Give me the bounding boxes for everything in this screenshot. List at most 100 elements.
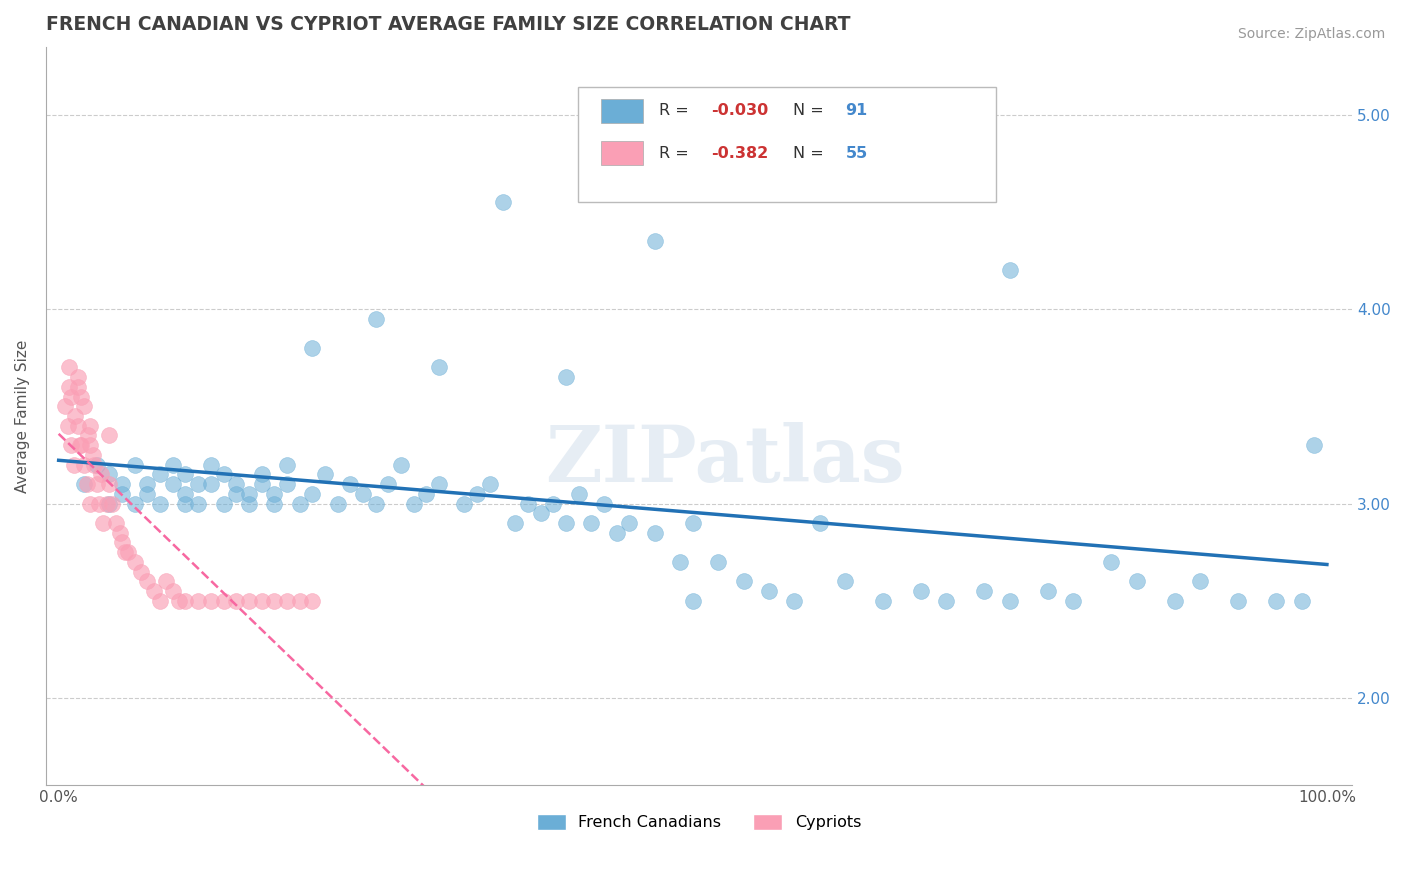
Point [935,593,957,607]
Point [174,497,197,511]
Point [707,555,730,569]
Point [1036,584,1059,599]
Point [104,516,127,530]
Point [682,516,704,530]
Point [263,487,285,501]
FancyBboxPatch shape [602,99,643,123]
Point [174,593,197,607]
Y-axis label: Average Family Size: Average Family Size [15,339,30,492]
Point [516,497,538,511]
Point [543,497,565,511]
Point [238,593,260,607]
Text: 91: 91 [845,103,868,119]
Point [529,506,551,520]
Point [98,497,121,511]
Point [503,516,526,530]
Point [136,487,159,501]
Point [465,487,488,501]
Point [682,593,704,607]
Text: N =: N = [793,145,830,161]
Point [276,593,298,607]
Point [111,477,134,491]
Point [402,497,425,511]
Point [301,341,323,355]
Point [136,574,159,589]
Point [568,487,591,501]
Point [314,467,336,482]
Point [998,593,1021,607]
Legend: French Canadians, Cypriots: French Canadians, Cypriots [530,807,868,837]
Point [225,593,247,607]
Text: R =: R = [658,103,693,119]
Point [162,458,184,472]
Point [415,487,437,501]
Point [453,497,475,511]
Point [212,467,235,482]
Point [187,497,209,511]
Point [301,487,323,501]
Point [1189,574,1212,589]
Point [187,477,209,491]
Point [108,525,131,540]
Point [1125,574,1147,589]
Point [73,477,96,491]
Text: FRENCH CANADIAN VS CYPRIOT AVERAGE FAMILY SIZE CORRELATION CHART: FRENCH CANADIAN VS CYPRIOT AVERAGE FAMIL… [46,15,851,34]
Point [70,390,93,404]
Point [56,418,79,433]
Point [76,428,98,442]
Point [174,467,197,482]
Point [200,477,222,491]
Point [79,438,101,452]
Point [910,584,932,599]
Point [58,380,80,394]
Point [60,438,83,452]
Point [187,593,209,607]
Point [1291,593,1313,607]
Point [66,418,89,433]
Point [555,370,578,384]
Point [111,535,134,549]
Text: N =: N = [793,103,830,119]
Point [69,438,91,452]
Point [149,497,172,511]
Point [491,195,513,210]
Point [644,525,666,540]
Point [872,593,894,607]
Point [581,516,603,530]
Point [225,487,247,501]
Point [288,593,311,607]
Point [129,565,152,579]
Point [124,555,146,569]
Point [758,584,780,599]
Point [114,545,136,559]
Point [1227,593,1250,607]
Point [364,497,387,511]
FancyBboxPatch shape [602,141,643,165]
Point [427,477,450,491]
Point [389,458,412,472]
Point [212,593,235,607]
Point [96,497,118,511]
Point [58,360,80,375]
Point [427,360,450,375]
Point [91,516,114,530]
Point [149,467,172,482]
Text: ZIPatlas: ZIPatlas [546,423,905,499]
Point [98,477,121,491]
Point [555,516,578,530]
Point [162,584,184,599]
Point [783,593,806,607]
Point [136,477,159,491]
Point [60,390,83,404]
Point [117,545,139,559]
Point [1163,593,1185,607]
Point [326,497,349,511]
Point [669,555,692,569]
Point [238,497,260,511]
Point [63,458,86,472]
Point [111,487,134,501]
Point [76,477,98,491]
Point [288,497,311,511]
Point [66,370,89,384]
Point [339,477,361,491]
